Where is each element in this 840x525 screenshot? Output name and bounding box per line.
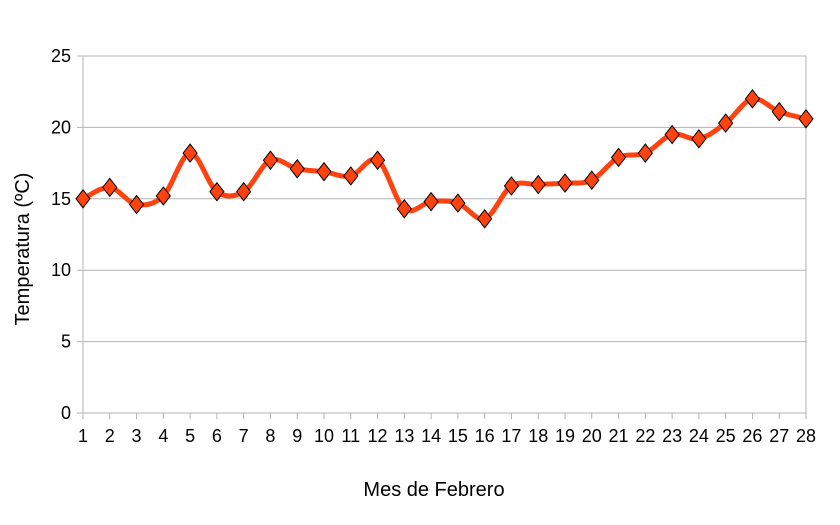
data-point-marker xyxy=(450,193,466,213)
x-tick-label: 19 xyxy=(555,426,575,446)
x-tick-labels: 1 2 3 4 5 6 7 8 9 10 11 12 13 14 15 16 17 18 19 20 21 22 23 24 2… xyxy=(78,426,816,446)
x-tick-label: 27 xyxy=(769,426,789,446)
data-point-marker xyxy=(610,147,627,168)
x-tick-label: 8 xyxy=(265,426,275,446)
x-tick-label: 20 xyxy=(582,426,602,446)
x-tick-label: 15 xyxy=(448,426,468,446)
x-tick-label: 12 xyxy=(368,426,388,446)
data-point-marker xyxy=(343,166,359,186)
data-point-marker xyxy=(102,177,118,198)
series-line xyxy=(80,96,809,222)
data-point-marker xyxy=(530,174,546,195)
data-point-marker xyxy=(664,124,680,145)
y-tick-labels: 0 5 10 15 20 25 xyxy=(51,46,71,423)
data-point-marker xyxy=(236,181,252,202)
x-tick-label: 1 xyxy=(78,426,88,446)
x-tick-label: 5 xyxy=(185,426,195,446)
x-tick-label: 22 xyxy=(635,426,655,446)
x-tick-label: 16 xyxy=(475,426,495,446)
axes xyxy=(82,56,807,419)
x-tick-label: 18 xyxy=(528,426,548,446)
data-point-marker xyxy=(369,150,386,171)
x-tick-label: 26 xyxy=(742,426,762,446)
x-tick-label: 14 xyxy=(421,426,441,446)
x-tick-label: 11 xyxy=(341,426,360,446)
data-point-marker xyxy=(477,208,493,229)
x-tick-label: 28 xyxy=(796,426,816,446)
data-point-marker xyxy=(744,89,761,109)
y-tick-label: 0 xyxy=(61,403,71,423)
gridlines xyxy=(77,55,806,414)
x-tick-label: 25 xyxy=(716,426,736,446)
x-tick-label: 2 xyxy=(105,426,115,446)
x-tick-label: 10 xyxy=(314,426,334,446)
data-point-marker xyxy=(557,173,573,193)
y-tick-label: 15 xyxy=(51,189,71,209)
data-point-marker xyxy=(771,101,787,122)
data-point-marker xyxy=(289,158,305,179)
data-point-marker xyxy=(396,198,412,219)
data-point-marker xyxy=(75,188,91,209)
x-tick-label: 23 xyxy=(662,426,682,446)
data-point-marker xyxy=(423,191,439,212)
data-point-marker xyxy=(503,176,520,196)
data-point-marker xyxy=(798,109,814,129)
x-tick-label: 24 xyxy=(689,426,709,446)
x-tick-label: 13 xyxy=(394,426,414,446)
data-point-marker xyxy=(691,129,707,149)
data-point-marker xyxy=(209,181,225,202)
series-temperature xyxy=(75,89,814,229)
x-tick-label: 4 xyxy=(158,426,168,446)
y-tick-label: 20 xyxy=(51,117,71,137)
data-point-marker xyxy=(316,161,332,182)
data-point-marker xyxy=(718,113,734,133)
y-axis-title: Temperatura (ºC) xyxy=(12,173,34,326)
y-tick-label: 5 xyxy=(61,332,71,352)
data-point-marker xyxy=(262,150,279,171)
x-tick-label: 9 xyxy=(292,426,302,446)
y-tick-label: 25 xyxy=(51,46,71,66)
x-tick-label: 7 xyxy=(239,426,249,446)
data-point-marker xyxy=(155,186,171,206)
x-axis-title: Mes de Febrero xyxy=(363,479,504,501)
y-tick-label: 10 xyxy=(51,260,71,280)
data-point-marker xyxy=(584,170,600,191)
x-tick-label: 6 xyxy=(212,426,222,446)
x-tick-label: 3 xyxy=(132,426,142,446)
data-point-marker xyxy=(128,194,145,215)
x-tick-label: 21 xyxy=(609,426,629,446)
data-point-marker xyxy=(182,143,198,163)
x-tick-label: 17 xyxy=(501,426,521,446)
data-point-marker xyxy=(637,143,653,163)
